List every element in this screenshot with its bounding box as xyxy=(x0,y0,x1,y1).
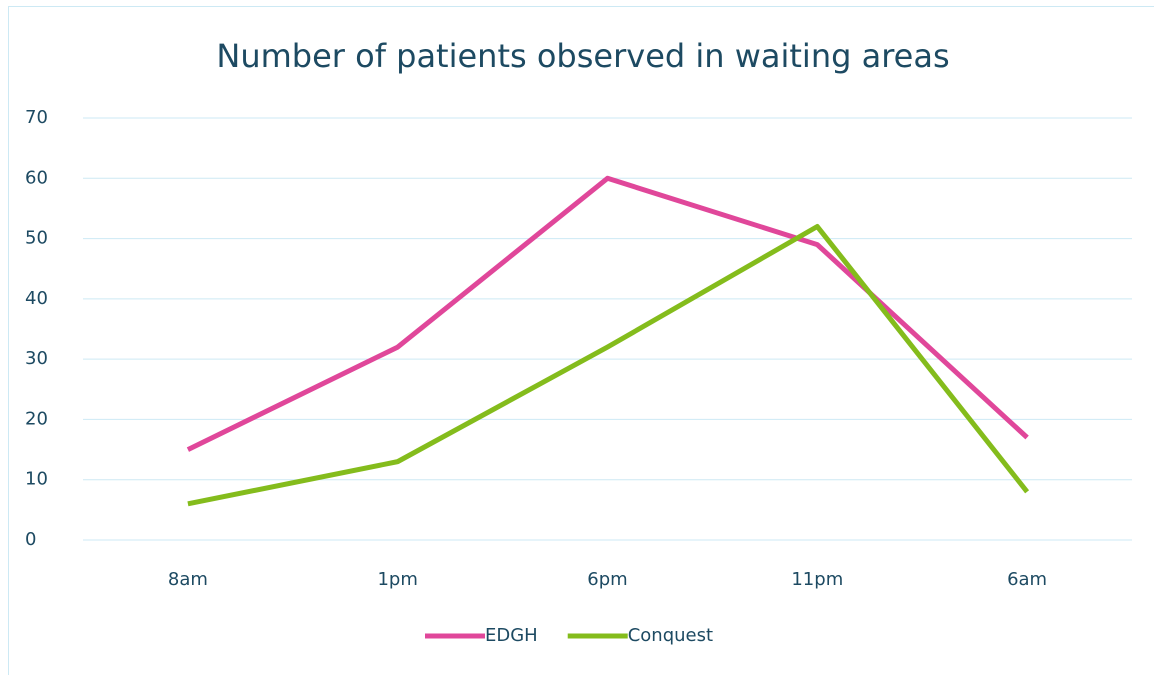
x-tick-label: 8am xyxy=(168,569,208,590)
x-tick-label: 6pm xyxy=(587,569,627,590)
y-tick-label: 10 xyxy=(25,469,48,490)
y-tick-label: 70 xyxy=(25,107,48,128)
x-tick-label: 11pm xyxy=(791,569,843,590)
legend-label: Conquest xyxy=(628,625,713,646)
line-series xyxy=(187,224,1030,507)
legend-label: EDGH xyxy=(485,625,538,646)
y-tick-label: 30 xyxy=(25,348,48,369)
y-tick-label: 0 xyxy=(25,529,36,550)
chart-title: Number of patients observed in waiting a… xyxy=(216,37,949,75)
y-tick-label: 50 xyxy=(25,228,48,249)
x-tick-label: 1pm xyxy=(377,569,417,590)
line-series xyxy=(186,175,1029,452)
y-tick-label: 40 xyxy=(25,288,48,309)
x-tick-label: 6am xyxy=(1007,569,1047,590)
y-tick-label: 20 xyxy=(25,408,48,429)
y-tick-label: 60 xyxy=(25,167,48,188)
